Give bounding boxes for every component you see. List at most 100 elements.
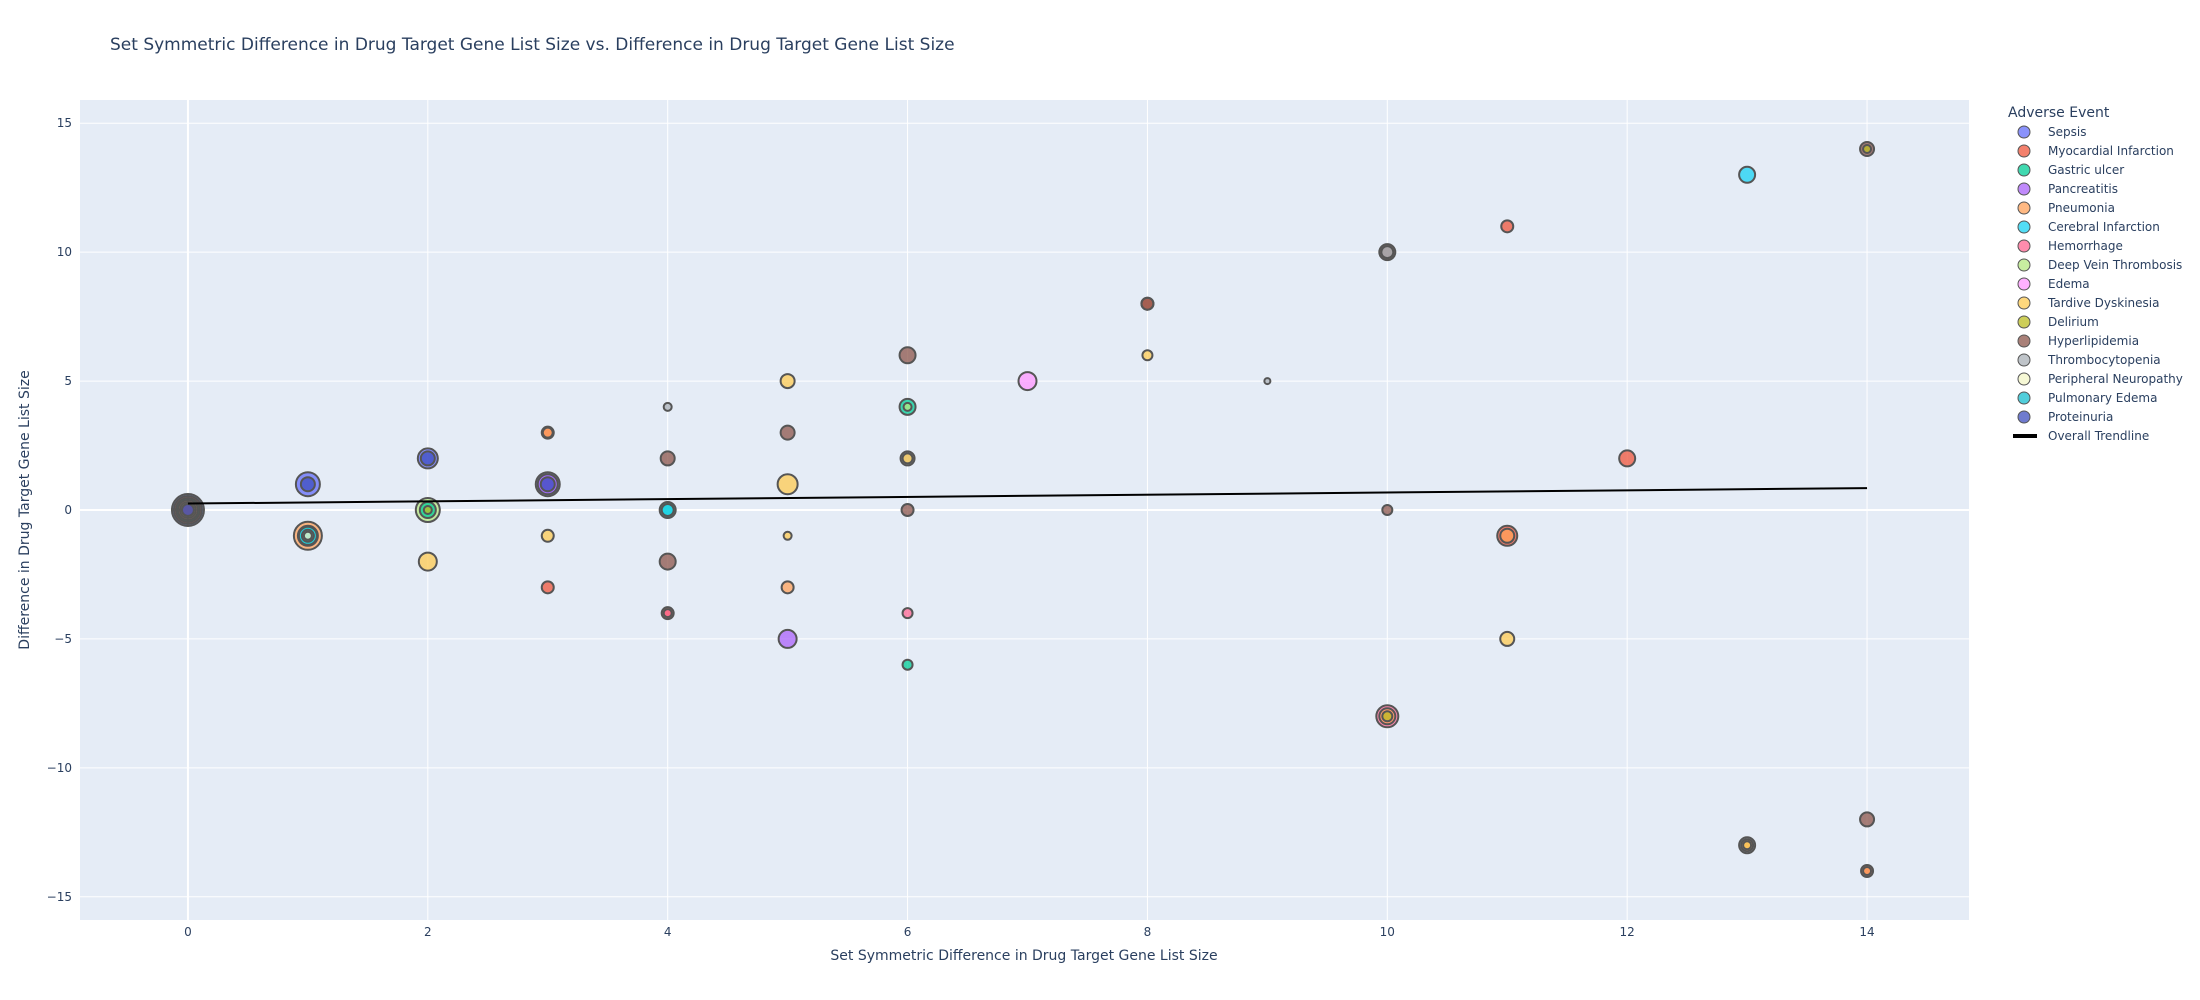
legend-label-gastric-ulcer: Gastric ulcer: [2048, 163, 2124, 177]
marker-tardive-dyskinesia: [1141, 349, 1154, 362]
legend-marker-peripheral-neuropathy: [2017, 372, 2031, 386]
legend-label-cerebral-infarction: Cerebral Infarction: [2048, 220, 2160, 234]
legend-label-deep-vein-thrombosis: Deep Vein Thrombosis: [2048, 258, 2182, 272]
y-axis-ticks: −15 −10 −5 0 5 10 15: [47, 116, 72, 904]
marker-cerebral-infarction: [660, 503, 675, 517]
x-tick-label: 4: [664, 925, 672, 939]
legend-label-peripheral-neuropathy: Peripheral Neuropathy: [2048, 372, 2183, 386]
legend-label-pancreatitis: Pancreatitis: [2048, 182, 2118, 196]
legend-marker-edema: [2017, 277, 2031, 291]
x-axis-title: Set Symmetric Difference in Drug Target …: [830, 948, 1217, 964]
legend-label-trendline: Overall Trendline: [2048, 429, 2149, 443]
data-markers: [170, 140, 1876, 879]
x-tick-label: 10: [1380, 925, 1395, 939]
legend-label-edema: Edema: [2048, 277, 2090, 291]
marker-pneumonia: [780, 580, 795, 595]
marker-hemorrhage: [662, 608, 673, 619]
y-tick-label: −10: [47, 761, 72, 775]
marker-delirium: [1862, 143, 1873, 154]
marker-hyperlipidemia: [1140, 296, 1155, 311]
legend-marker-hemorrhage: [2017, 239, 2031, 253]
legend-marker-proteinuria: [2017, 410, 2031, 424]
marker-tardive-dyskinesia: [1499, 630, 1516, 647]
marker-tardive-dyskinesia: [779, 373, 796, 390]
y-axis-title: Difference in Drug Target Gene List Size: [17, 370, 33, 649]
x-tick-label: 12: [1620, 925, 1635, 939]
x-tick-label: 2: [424, 925, 432, 939]
legend-label-pulmonary-edema: Pulmonary Edema: [2048, 391, 2157, 405]
marker-thrombocytopenia: [1263, 377, 1272, 386]
marker-edema: [1017, 371, 1038, 392]
marker-hyperlipidemia: [659, 450, 676, 467]
legend-marker-tardive-dyskinesia: [2017, 296, 2031, 310]
marker-tardive-dyskinesia: [540, 528, 555, 543]
legend: Adverse Event Sepsis Myocardial Infarctio…: [2008, 105, 2183, 443]
y-tick-label: 0: [64, 503, 72, 517]
marker-tardive-dyskinesia: [1742, 840, 1753, 851]
legend-marker-thrombocytopenia: [2017, 353, 2031, 367]
marker-tardive-dyskinesia: [417, 551, 438, 572]
marker-hyperlipidemia: [1859, 811, 1876, 828]
y-tick-label: 5: [64, 374, 72, 388]
trendline-group: [187, 487, 1868, 505]
marker-peripheral-neuropathy: [302, 530, 313, 541]
marker-thrombocytopenia: [1380, 245, 1395, 260]
legend-marker-sepsis: [2017, 125, 2031, 139]
marker-pneumonia: [1862, 866, 1873, 877]
marker-pneumonia: [1499, 527, 1516, 544]
x-axis-ticks: 0 2 4 6 8 10 12 14: [184, 925, 1875, 939]
legend-title: Adverse Event: [2008, 105, 2110, 121]
trendline: [187, 487, 1868, 505]
y-tick-label: 10: [57, 245, 72, 259]
x-tick-label: 0: [184, 925, 192, 939]
x-tick-label: 14: [1859, 925, 1874, 939]
legend-label-hemorrhage: Hemorrhage: [2048, 239, 2123, 253]
marker-tardive-dyskinesia: [901, 452, 914, 465]
x-tick-label: 6: [904, 925, 912, 939]
legend-label-hyperlipidemia: Hyperlipidemia: [2048, 334, 2139, 348]
marker-gastric-ulcer: [901, 658, 914, 671]
legend-label-delirium: Delirium: [2048, 315, 2099, 329]
legend-marker-hyperlipidemia: [2017, 334, 2031, 348]
marker-proteinuria: [419, 450, 436, 467]
marker-thrombocytopenia: [662, 401, 673, 412]
marker-pneumonia: [541, 426, 554, 439]
legend-label-sepsis: Sepsis: [2048, 125, 2086, 139]
marker-myocardial-infarction: [540, 580, 555, 595]
legend-marker-pancreatitis: [2017, 182, 2031, 196]
legend-marker-gastric-ulcer: [2017, 163, 2031, 177]
y-tick-label: −15: [47, 890, 72, 904]
legend-label-thrombocytopenia: Thrombocytopenia: [2047, 353, 2161, 367]
legend-marker-delirium: [2017, 315, 2031, 329]
chart-title: Set Symmetric Difference in Drug Target …: [110, 35, 955, 55]
marker-hyperlipidemia: [658, 552, 677, 571]
marker-tardive-dyskinesia: [776, 473, 799, 496]
legend-marker-myocardial-infarction: [2017, 144, 2031, 158]
legend-marker-cerebral-infarction: [2017, 220, 2031, 234]
marker-delirium: [422, 505, 433, 515]
marker-hyperlipidemia: [900, 503, 915, 517]
marker-myocardial-infarction: [1618, 449, 1637, 468]
marker-hyperlipidemia: [779, 424, 796, 441]
marker-myocardial-infarction: [1500, 219, 1515, 234]
legend-label-proteinuria: Proteinuria: [2048, 410, 2113, 424]
marker-proteinuria: [539, 476, 556, 493]
marker-delirium: [1381, 710, 1394, 723]
marker-deep-vein-thrombosis: [902, 401, 913, 412]
legend-label-myocardial-infarction: Myocardial Infarction: [2048, 144, 2174, 158]
marker-proteinuria: [299, 476, 316, 493]
legend-label-tardive-dyskinesia: Tardive Dyskinesia: [2047, 296, 2159, 310]
x-tick-label: 8: [1144, 925, 1152, 939]
marker-proteinuria: [180, 503, 195, 517]
marker-cerebral-infarction: [1738, 165, 1757, 184]
y-tick-label: 15: [57, 116, 72, 130]
legend-marker-pneumonia: [2017, 201, 2031, 215]
marker-hyperlipidemia: [898, 346, 917, 365]
y-tick-label: −5: [54, 632, 72, 646]
marker-hyperlipidemia: [1381, 504, 1394, 516]
legend-marker-deep-vein-thrombosis: [2017, 258, 2031, 272]
legend-marker-pulmonary-edema: [2017, 391, 2031, 405]
marker-hemorrhage: [901, 607, 914, 620]
marker-pancreatitis: [777, 628, 798, 649]
